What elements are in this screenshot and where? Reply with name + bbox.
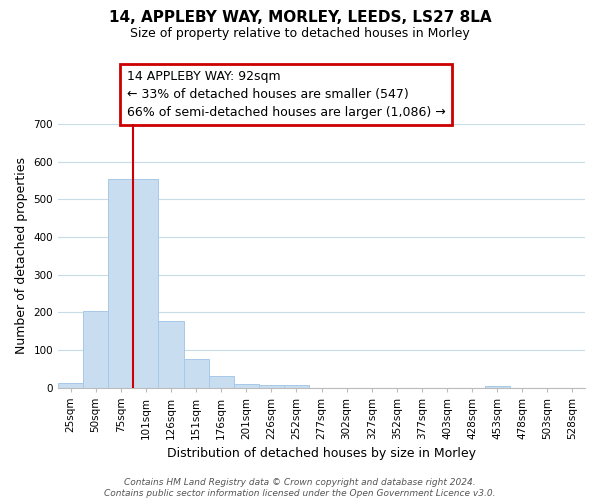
Bar <box>284 385 309 388</box>
Text: 14, APPLEBY WAY, MORLEY, LEEDS, LS27 8LA: 14, APPLEBY WAY, MORLEY, LEEDS, LS27 8LA <box>109 10 491 25</box>
Bar <box>259 385 284 388</box>
Bar <box>108 179 133 388</box>
Y-axis label: Number of detached properties: Number of detached properties <box>15 158 28 354</box>
Bar <box>233 384 259 388</box>
Bar <box>184 359 209 388</box>
Bar <box>58 383 83 388</box>
Text: Size of property relative to detached houses in Morley: Size of property relative to detached ho… <box>130 28 470 40</box>
Text: Contains HM Land Registry data © Crown copyright and database right 2024.
Contai: Contains HM Land Registry data © Crown c… <box>104 478 496 498</box>
Bar <box>133 179 158 388</box>
Bar <box>83 311 108 388</box>
Bar <box>485 386 510 388</box>
Bar <box>209 376 233 388</box>
Text: 14 APPLEBY WAY: 92sqm
← 33% of detached houses are smaller (547)
66% of semi-det: 14 APPLEBY WAY: 92sqm ← 33% of detached … <box>127 70 445 119</box>
X-axis label: Distribution of detached houses by size in Morley: Distribution of detached houses by size … <box>167 447 476 460</box>
Bar <box>158 320 184 388</box>
